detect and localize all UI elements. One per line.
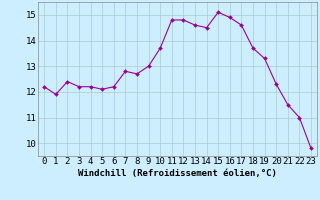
X-axis label: Windchill (Refroidissement éolien,°C): Windchill (Refroidissement éolien,°C)	[78, 169, 277, 178]
